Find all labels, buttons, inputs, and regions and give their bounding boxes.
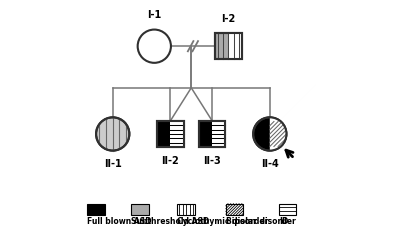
Bar <box>170 121 184 147</box>
Text: Full blown ASD: Full blown ASD <box>87 217 152 226</box>
Text: II-1: II-1 <box>104 159 122 169</box>
Circle shape <box>96 117 130 151</box>
Text: II-2: II-2 <box>162 156 179 166</box>
Text: ID: ID <box>279 217 288 226</box>
Polygon shape <box>270 117 286 151</box>
Bar <box>215 33 241 59</box>
Bar <box>212 121 225 147</box>
Bar <box>199 121 225 147</box>
Bar <box>131 204 148 215</box>
Bar <box>279 204 296 215</box>
Text: Cyclothymic disorder: Cyclothymic disorder <box>177 217 269 226</box>
Bar <box>226 204 243 215</box>
Text: Bipolar disorder: Bipolar disorder <box>226 217 296 226</box>
Bar <box>87 204 105 215</box>
Text: II-3: II-3 <box>203 156 221 166</box>
Text: I-2: I-2 <box>221 14 235 24</box>
Bar <box>157 121 184 147</box>
Bar <box>199 121 225 147</box>
Circle shape <box>138 30 171 63</box>
Bar <box>177 204 195 215</box>
Text: II-4: II-4 <box>261 159 279 169</box>
Text: Subthreshold ASD: Subthreshold ASD <box>131 217 209 226</box>
Circle shape <box>253 117 286 151</box>
Bar <box>157 121 184 147</box>
Text: I-1: I-1 <box>147 10 162 20</box>
Bar <box>215 33 241 59</box>
Bar <box>228 33 241 59</box>
